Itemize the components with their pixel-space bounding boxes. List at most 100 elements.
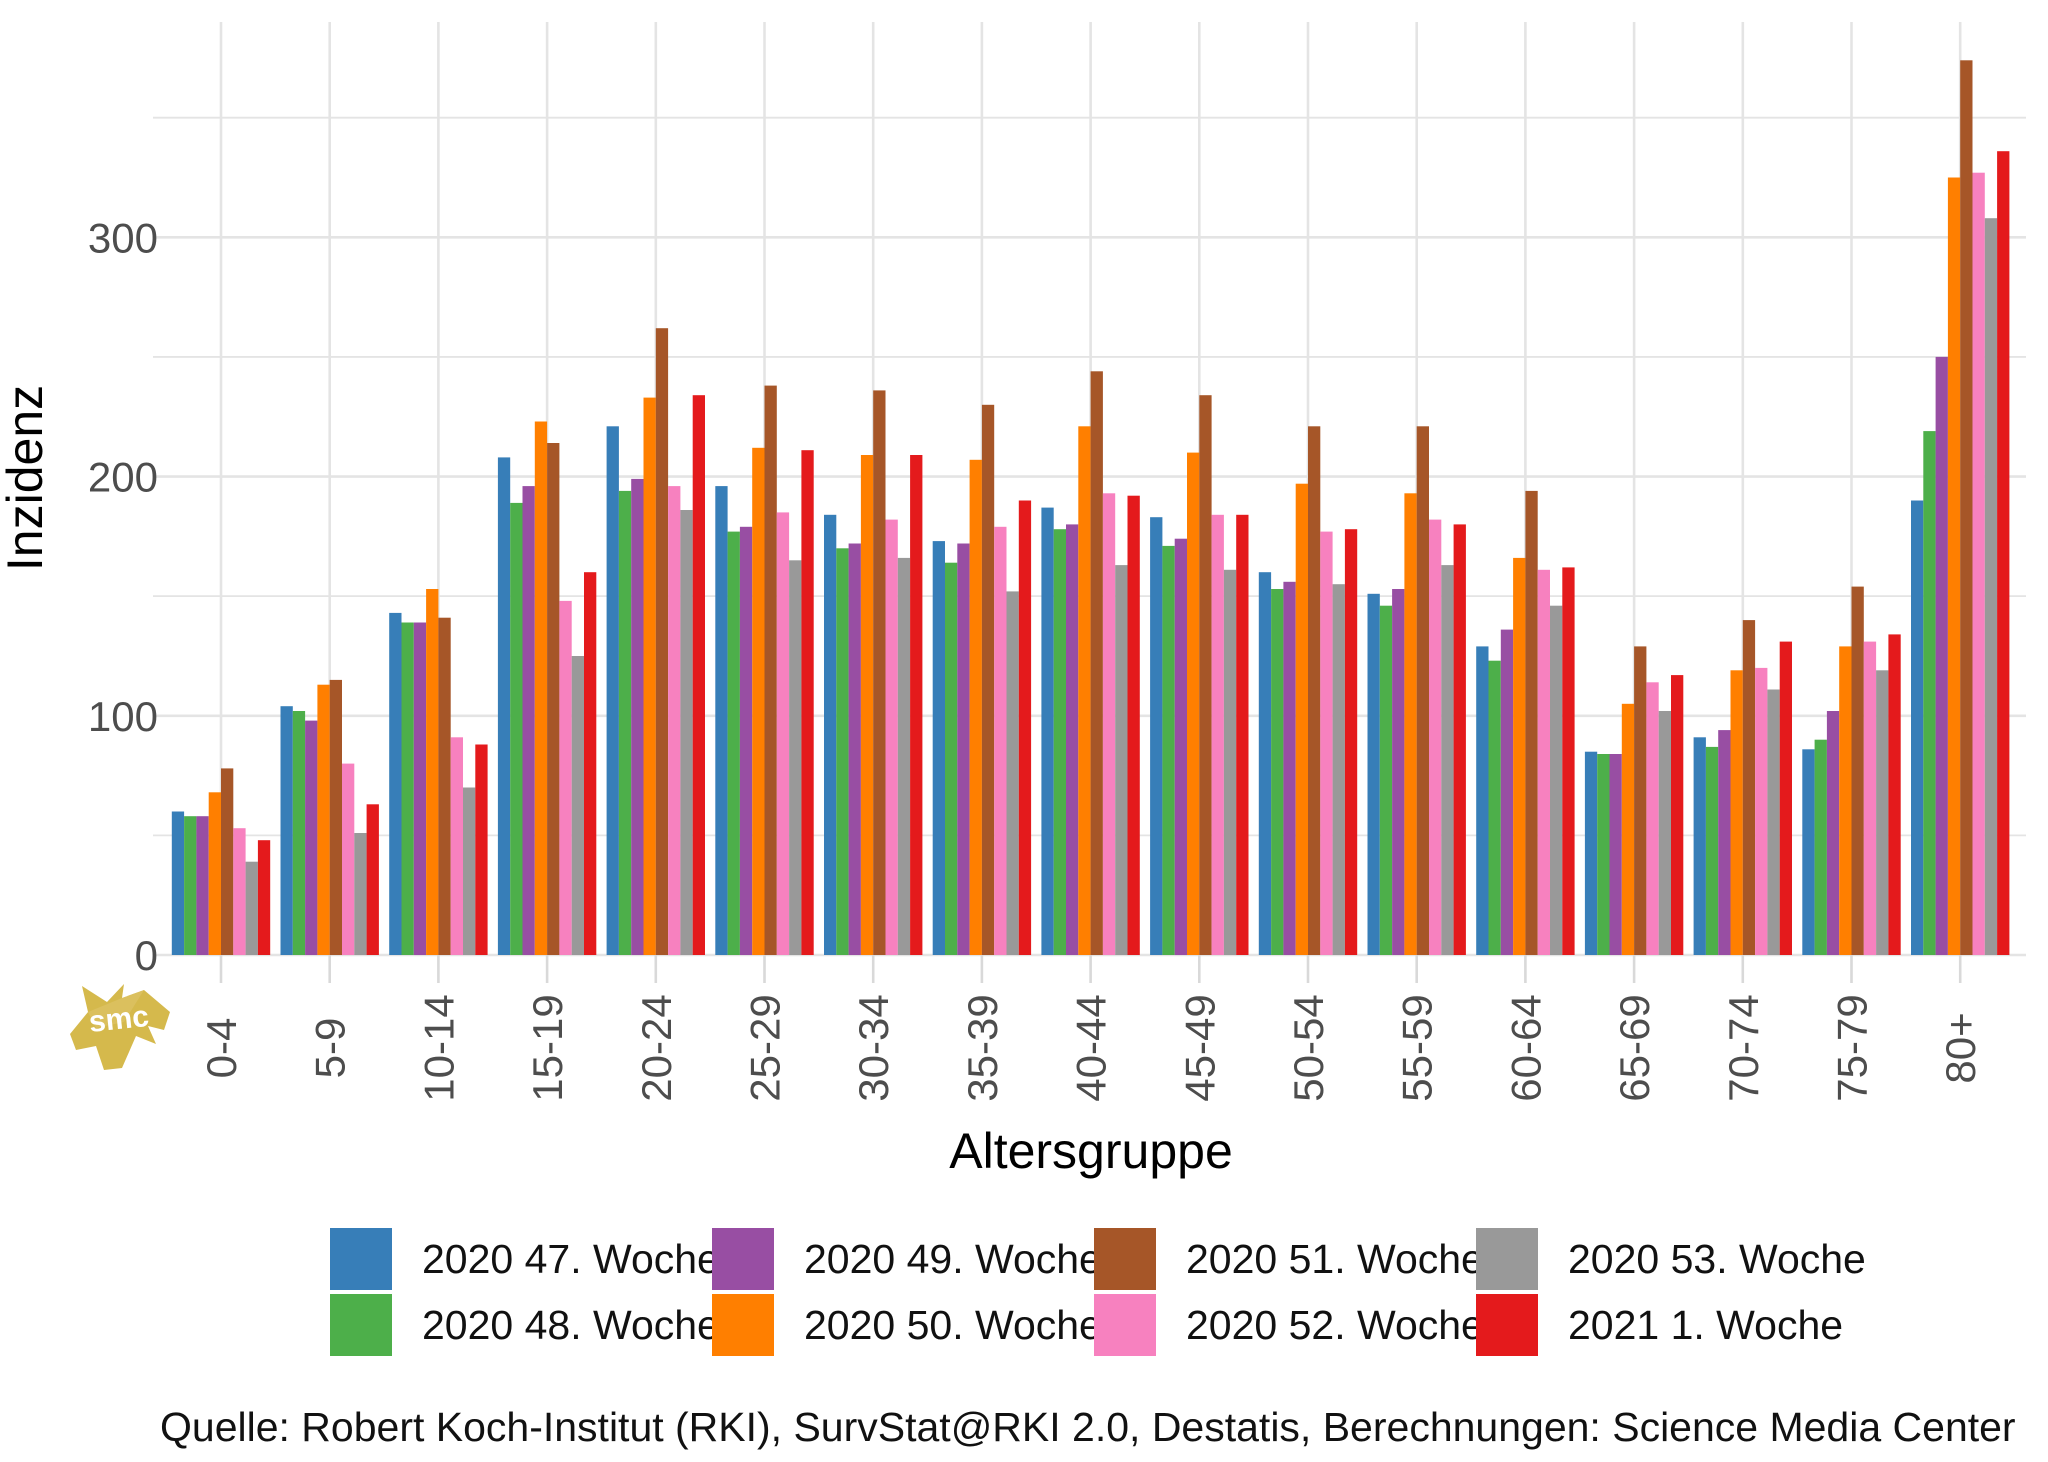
bar: [668, 486, 681, 955]
bar: [1174, 538, 1187, 955]
bar: [1634, 646, 1647, 955]
bar: [1997, 151, 2010, 955]
bar: [305, 720, 318, 955]
bar: [1416, 426, 1429, 955]
smc-logo-facet: [88, 990, 144, 1028]
bar: [1513, 557, 1526, 955]
bar: [801, 450, 814, 955]
legend-swatch: [330, 1294, 392, 1356]
bar: [1320, 531, 1333, 955]
legend-label: 2020 47. Woche: [422, 1235, 720, 1282]
bar: [1876, 670, 1889, 955]
bar: [1742, 620, 1756, 955]
bar: [1066, 524, 1079, 955]
x-tick-label: 45-49: [1176, 994, 1223, 1101]
bar: [1127, 495, 1140, 955]
y-tick-label: 200: [88, 454, 158, 501]
bar: [497, 457, 511, 955]
x-tick-label: 70-74: [1720, 994, 1767, 1101]
y-tick-label: 300: [88, 214, 158, 261]
legend-swatch: [1476, 1294, 1538, 1356]
legend-label: 2020 49. Woche: [804, 1235, 1102, 1282]
bar: [1839, 646, 1852, 955]
bar: [1658, 711, 1671, 955]
bar: [245, 861, 258, 955]
bar: [1404, 493, 1417, 955]
bar: [848, 543, 861, 955]
bar: [438, 617, 451, 955]
bar: [329, 679, 342, 955]
bar: [1972, 172, 1985, 955]
legend-label: 2020 50. Woche: [804, 1301, 1102, 1348]
legend-swatch: [1094, 1228, 1156, 1290]
legend-swatch: [1094, 1294, 1156, 1356]
x-tick-label: 80+: [1937, 1012, 1984, 1083]
bar: [764, 385, 777, 956]
bar: [1755, 667, 1768, 955]
bar: [1187, 452, 1200, 955]
bar: [1332, 584, 1345, 955]
bar: [606, 426, 619, 955]
x-tick-label: 20-24: [633, 994, 680, 1101]
bar: [196, 816, 209, 955]
bar: [426, 589, 439, 955]
x-tick-label: 15-19: [524, 994, 571, 1101]
bar: [1584, 751, 1598, 955]
bar: [1705, 746, 1719, 955]
bar: [1537, 569, 1550, 955]
bar: [534, 421, 548, 955]
bar: [1779, 641, 1792, 955]
x-tick-label: 65-69: [1611, 994, 1658, 1101]
bar: [463, 787, 476, 955]
bar: [957, 543, 970, 955]
smc-logo-shape: [70, 984, 170, 1070]
legend-label: 2020 48. Woche: [422, 1301, 720, 1348]
bar: [1947, 177, 1961, 955]
bar: [1960, 60, 1973, 956]
x-tick-label: 10-14: [415, 994, 462, 1101]
bar: [1090, 371, 1103, 955]
bar: [1041, 507, 1054, 955]
bar: [1984, 218, 1998, 955]
bar: [1283, 581, 1296, 955]
bar: [1562, 567, 1575, 955]
legend-swatch: [712, 1228, 774, 1290]
bar: [1693, 737, 1706, 955]
bar: [618, 490, 632, 955]
bar: [932, 541, 945, 955]
source-attribution: Quelle: Robert Koch-Institut (RKI), Surv…: [160, 1404, 2016, 1450]
bar: [1150, 517, 1163, 955]
legend-swatch: [330, 1228, 392, 1290]
bar: [836, 548, 849, 955]
bar: [1367, 593, 1380, 955]
bar: [1646, 682, 1659, 955]
bar: [450, 737, 463, 955]
bar: [873, 390, 886, 955]
x-tick-label: 50-54: [1285, 994, 1332, 1101]
y-tick-label: 0: [135, 932, 158, 979]
bar: [366, 804, 379, 955]
legend-item: 2020 48. Woche: [330, 1292, 720, 1358]
bar: [1550, 605, 1563, 955]
bar: [1814, 739, 1827, 955]
bar: [1295, 483, 1308, 955]
bar: [413, 622, 427, 955]
bar: [233, 828, 246, 955]
legend-item: 2020 53. Woche: [1476, 1226, 1866, 1292]
bar: [1500, 629, 1514, 955]
bar: [752, 447, 765, 955]
bar: [655, 328, 669, 955]
bar: [1863, 641, 1877, 955]
bar: [257, 840, 271, 955]
bar: [994, 526, 1007, 955]
bar: [559, 600, 572, 955]
bar: [631, 478, 644, 955]
x-tick-label: 0-4: [198, 1018, 245, 1079]
y-axis-title: Inzidenz: [0, 385, 53, 571]
bar: [171, 811, 185, 955]
legend-item: 2020 51. Woche: [1094, 1226, 1484, 1292]
bar: [789, 560, 802, 955]
smc-logo: smc: [70, 984, 170, 1070]
bar: [969, 459, 982, 955]
bar: [1379, 605, 1393, 955]
